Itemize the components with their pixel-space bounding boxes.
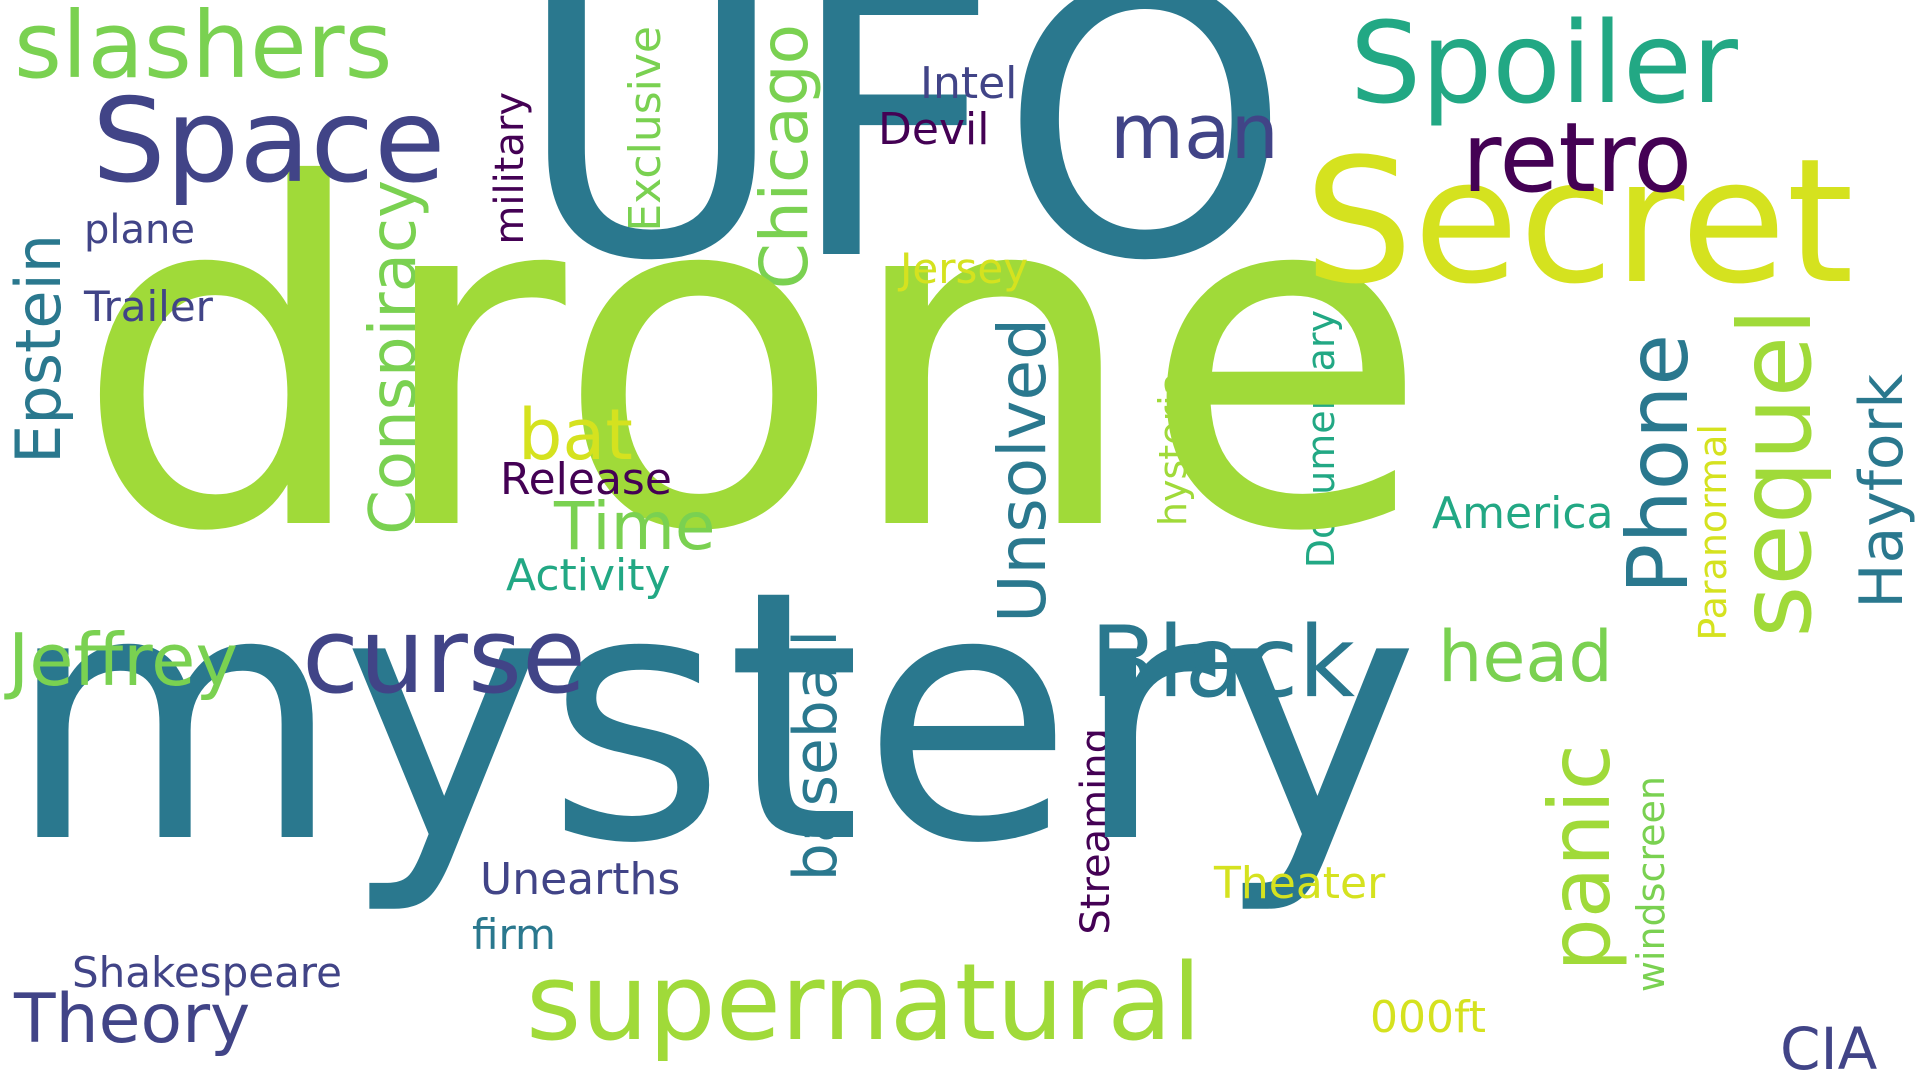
word-secret: Secret	[1304, 121, 1854, 322]
word-time: Time	[554, 488, 716, 565]
word-retro: retro	[1462, 102, 1693, 214]
word-space: Space	[92, 74, 446, 209]
word-supernatural: supernatural	[526, 941, 1202, 1064]
word-intel: Intel	[920, 58, 1018, 109]
word-release: Release	[500, 454, 672, 505]
word-head: head	[1438, 616, 1613, 698]
word-epstein: Epstein	[2, 234, 75, 464]
word-trailer: Trailer	[84, 282, 213, 331]
word-hayfork: Hayfork	[1847, 374, 1917, 609]
word-activity: Activity	[506, 550, 671, 601]
word-sequel: sequel	[1717, 308, 1834, 638]
word-mystery: mystery	[6, 518, 1420, 919]
word-bat: bat	[518, 394, 633, 476]
word-spoiler: Spoiler	[1350, 0, 1738, 129]
word-phone: Phone	[1609, 334, 1707, 595]
word-devil: Devil	[878, 104, 990, 155]
word-panic: panic	[1531, 744, 1629, 972]
word-firm: firm	[472, 910, 556, 959]
word-man: man	[1110, 87, 1279, 176]
word-windscreen: windscreen	[1629, 776, 1673, 993]
word-000ft: 000ft	[1370, 992, 1486, 1043]
word-theater: Theater	[1214, 858, 1386, 909]
word-plane: plane	[84, 207, 195, 253]
word-unearths: Unearths	[480, 854, 681, 905]
word-america: America	[1432, 488, 1614, 539]
word-ufo: UFO	[516, 0, 1291, 342]
word-jeffrey: Jeffrey	[8, 618, 239, 702]
word-paranormal: Paranormal	[1691, 424, 1735, 641]
word-cia: CIA	[1780, 1015, 1878, 1080]
word-curse: curse	[302, 595, 587, 717]
word-slashers: slashers	[14, 0, 393, 99]
word-theory: Theory	[14, 980, 251, 1059]
word-drone: drone	[74, 87, 1430, 634]
word-jersey: Jersey	[900, 244, 1029, 293]
word-black: Black	[1090, 606, 1356, 720]
word-shakespeare: Shakespeare	[72, 948, 342, 997]
